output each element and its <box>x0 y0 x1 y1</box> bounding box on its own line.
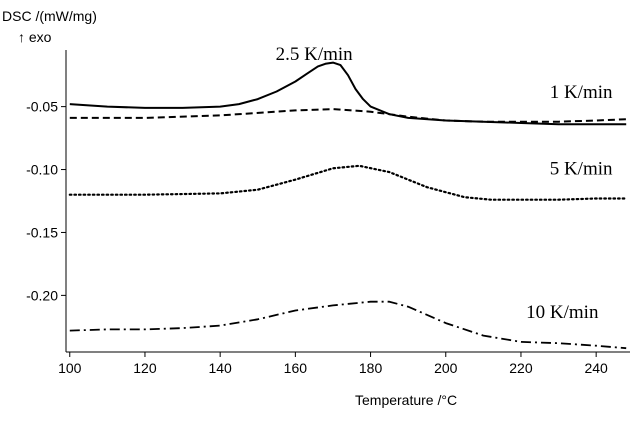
y-tick-label: -0.15 <box>26 224 58 240</box>
axes-group: 100 120 140 160 180 200 220 240 -0.05 -0.10 -0.15 -… <box>26 50 630 376</box>
y-axis-subtitle: ↑ exo <box>18 29 52 45</box>
y-tick-label: -0.10 <box>26 162 58 178</box>
x-tick-label: 120 <box>133 360 157 376</box>
series-line-5-k-min <box>68 164 628 201</box>
series-label: 1 K/min <box>550 82 613 103</box>
y-tick-label: -0.05 <box>26 99 58 115</box>
x-tick-label: 200 <box>434 360 458 376</box>
series-line-1-k-min <box>69 108 627 123</box>
x-axis-title: Temperature /°C <box>355 392 457 408</box>
x-tick-label: 140 <box>208 360 232 376</box>
series-line-2-5-k-min <box>69 61 627 126</box>
x-tick-label: 160 <box>284 360 308 376</box>
x-tick-label: 240 <box>584 360 608 376</box>
y-tick-label: -0.20 <box>26 287 58 303</box>
series-line-10-k-min <box>69 300 627 350</box>
series-labels-group: 2.5 K/min 1 K/min 5 K/min 10 K/min <box>276 44 613 323</box>
series-label: 5 K/min <box>550 159 613 180</box>
series-group <box>68 61 628 350</box>
series-label: 2.5 K/min <box>276 44 354 65</box>
x-tick-label: 180 <box>359 360 383 376</box>
x-tick-label: 100 <box>58 360 82 376</box>
y-axis-title: DSC /(mW/mg) <box>2 8 97 24</box>
x-tick-label: 220 <box>509 360 533 376</box>
series-label: 10 K/min <box>526 302 599 323</box>
